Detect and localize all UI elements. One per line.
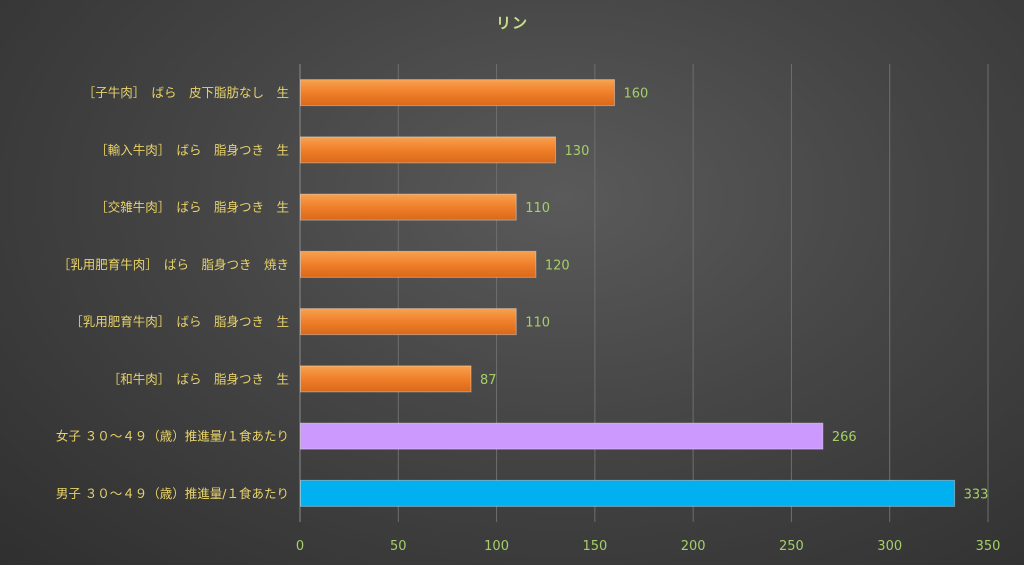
category-label: ［乳用肥育牛肉］ ばら 脂身つき 生 bbox=[70, 314, 289, 329]
data-label: 266 bbox=[832, 430, 857, 445]
x-tick-label: 100 bbox=[484, 539, 509, 554]
labels: 0 50 100 150 200 250 300 350 ［子牛肉］ ばら 皮下脂肪なし 生 16… bbox=[56, 85, 1001, 554]
category-label: 男子 ３０～４９（歳）推進量/１食あたり bbox=[56, 486, 289, 501]
x-tick-label: 300 bbox=[877, 539, 902, 554]
data-label: 87 bbox=[480, 373, 497, 388]
bar bbox=[300, 79, 616, 107]
chart-title: リン bbox=[495, 14, 528, 32]
x-tick-label: 150 bbox=[582, 539, 607, 554]
bar bbox=[300, 479, 956, 507]
data-label: 110 bbox=[525, 316, 550, 331]
category-label: ［和牛肉］ ばら 脂身つき 生 bbox=[108, 371, 289, 386]
bars bbox=[300, 79, 956, 507]
data-label: 120 bbox=[545, 258, 570, 273]
data-label: 160 bbox=[624, 87, 649, 102]
bar bbox=[300, 365, 472, 393]
grid-lines bbox=[299, 64, 989, 522]
x-tick-label: 350 bbox=[976, 539, 1001, 554]
bar bbox=[300, 308, 517, 336]
category-label: ［輸入牛肉］ ばら 脂身つき 生 bbox=[95, 142, 289, 157]
bar bbox=[300, 422, 824, 450]
category-label: ［交雑牛肉］ ばら 脂身つき 生 bbox=[95, 200, 289, 215]
category-label: ［子牛肉］ ばら 皮下脂肪なし 生 bbox=[83, 85, 289, 100]
bar bbox=[300, 193, 517, 221]
bar bbox=[300, 250, 537, 278]
category-label: 女子 ３０～４９（歳）推進量/１食あたり bbox=[56, 429, 289, 444]
data-label: 333 bbox=[964, 487, 989, 502]
x-tick-label: 200 bbox=[681, 539, 706, 554]
bar bbox=[300, 136, 557, 164]
data-label: 110 bbox=[525, 201, 550, 216]
x-tick-label: 0 bbox=[296, 539, 304, 554]
data-label: 130 bbox=[565, 144, 590, 159]
x-tick-label: 250 bbox=[779, 539, 804, 554]
x-tick-label: 50 bbox=[390, 539, 407, 554]
category-label: ［乳用肥育牛肉］ ばら 脂身つき 焼き bbox=[58, 257, 289, 272]
